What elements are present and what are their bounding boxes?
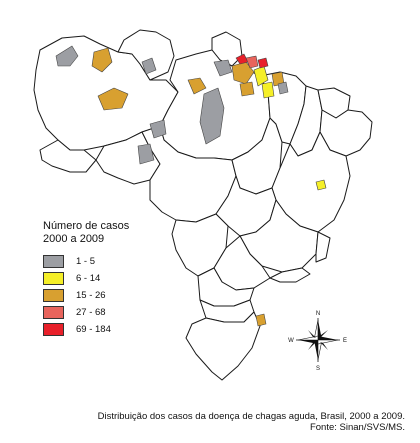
muni-orange-amazonas-east (187, 77, 207, 95)
legend-list: 1 - 5 6 - 14 15 - 26 27 - 68 69 - 184 (43, 253, 183, 338)
legend-swatch (43, 272, 64, 285)
legend-label: 15 - 26 (76, 290, 106, 301)
state-rn-pb-pe-al-se (319, 109, 373, 157)
map-caption: Distribuição dos casos da doença de chag… (0, 411, 405, 433)
muni-orange-santa-catarina (255, 313, 267, 327)
muni-gray-para-east (277, 81, 289, 95)
muni-red-para-2 (257, 57, 269, 69)
legend-item: 1 - 5 (43, 253, 183, 270)
state-espirito-santo (315, 231, 331, 263)
legend-swatch (43, 289, 64, 302)
muni-orange-para-2 (239, 81, 255, 97)
muni-gray-roraima (141, 57, 157, 75)
muni-gray-rondonia (137, 143, 155, 165)
legend-swatch (43, 255, 64, 268)
muni-gray-para-north (213, 59, 233, 77)
states-layer (33, 29, 373, 381)
state-rio-grande-do-sul (185, 311, 261, 381)
legend-swatch (43, 323, 64, 336)
caption-line2: Fonte: Sinan/SVS/MS. (309, 422, 405, 433)
compass-e-label: E (343, 338, 347, 344)
state-acre (39, 139, 97, 173)
compass-rose: N S E W (288, 311, 347, 372)
legend-label: 69 - 184 (76, 324, 111, 335)
legend-title-line1: Número de casos (43, 220, 130, 232)
legend-label: 1 - 5 (76, 256, 96, 267)
legend-title-line2: 2000 a 2009 (43, 233, 105, 245)
muni-gray-para-west (199, 87, 225, 145)
legend-swatch (43, 306, 64, 319)
state-rio-de-janeiro (269, 267, 311, 283)
muni-lightred-para-1 (245, 55, 259, 69)
state-roraima (117, 29, 175, 81)
compass-n-label: N (316, 311, 320, 317)
legend-item: 15 - 26 (43, 287, 183, 304)
legend-label: 6 - 14 (76, 273, 101, 284)
legend-label: 27 - 68 (76, 307, 106, 318)
muni-yellow-para-2 (261, 81, 275, 99)
legend-item: 69 - 184 (43, 321, 183, 338)
legend: Número de casos 2000 a 2009 1 - 5 6 - 14… (43, 220, 183, 338)
muni-gray-amazonas-south (149, 119, 167, 139)
muni-yellow-bahia (315, 179, 327, 191)
compass-s-label: S (316, 366, 320, 372)
legend-title: Número de casos 2000 a 2009 (43, 220, 183, 246)
caption-line1: Distribuição dos casos da doença de chag… (97, 411, 405, 422)
muni-orange-amazonas-west (91, 47, 113, 73)
muni-gray-amazonas-north (55, 45, 79, 67)
legend-item: 6 - 14 (43, 270, 183, 287)
compass-w-label: W (288, 338, 294, 344)
legend-item: 27 - 68 (43, 304, 183, 321)
municipalities-layer (55, 45, 327, 327)
muni-orange-amazonas-central (97, 87, 129, 111)
